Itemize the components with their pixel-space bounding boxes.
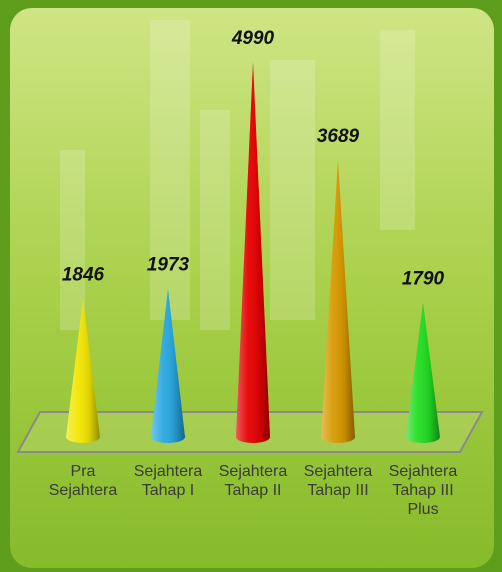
category-label: Sejahtera Tahap III — [303, 463, 373, 499]
category-label: Sejahtera Tahap II — [218, 463, 288, 499]
value-label: 1790 — [402, 268, 445, 289]
cone-shade — [406, 302, 440, 443]
cone-shade — [66, 298, 100, 443]
value-label: 1846 — [62, 264, 105, 285]
cone-shade — [236, 62, 270, 443]
value-label: 3689 — [317, 126, 360, 147]
value-label: 4990 — [231, 28, 275, 49]
cone-shade — [321, 159, 355, 443]
cone-shade — [151, 288, 185, 443]
category-label: Sejahtera Tahap III Plus — [388, 463, 458, 518]
category-label: Pra Sejahtera — [48, 463, 118, 499]
category-label: Sejahtera Tahap I — [133, 463, 203, 499]
value-label: 1973 — [147, 255, 190, 276]
decoration — [60, 20, 415, 330]
